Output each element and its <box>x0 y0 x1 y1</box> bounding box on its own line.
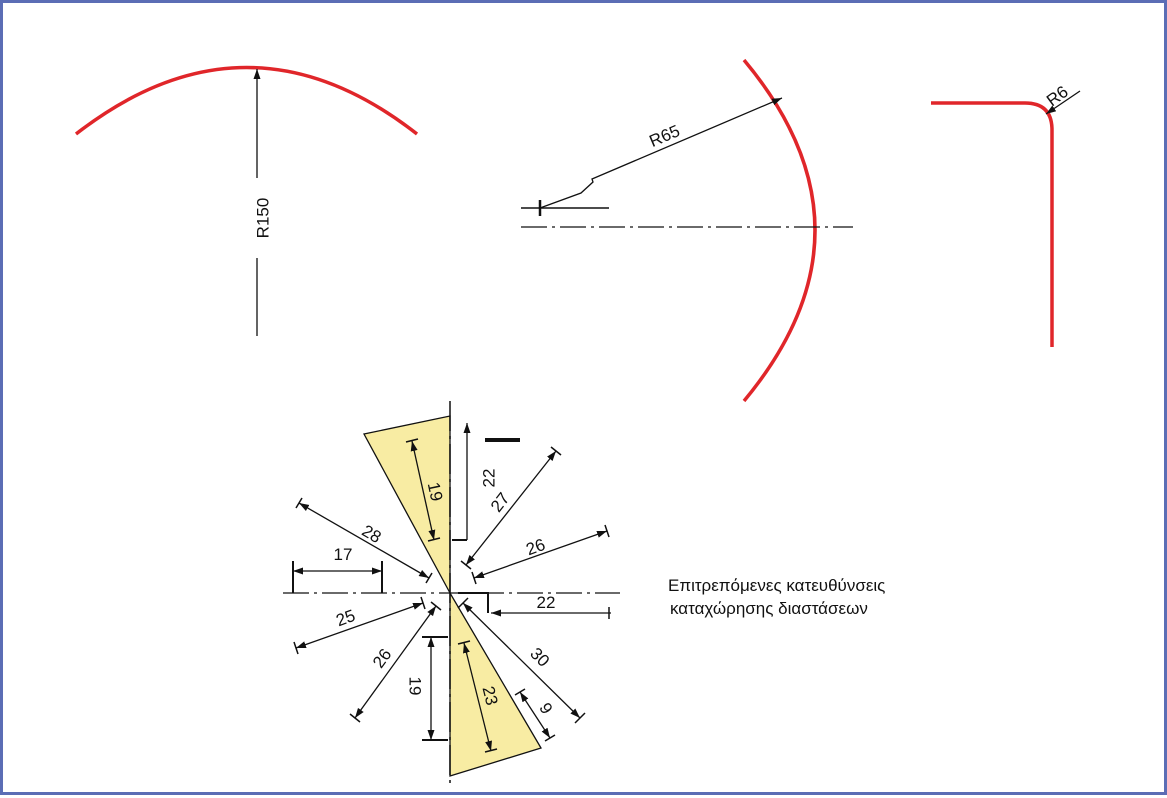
label-22-vertical: 22 <box>479 469 498 488</box>
tick <box>484 748 498 753</box>
tick <box>427 537 441 542</box>
caption-line-2: καταχώρησης διαστάσεων <box>670 599 868 618</box>
label-19-upper: 19 <box>424 481 447 503</box>
dim-line-28 <box>298 502 430 579</box>
dim-line-26-right <box>473 530 608 579</box>
small-radius-label: R6 <box>1043 82 1072 110</box>
tick <box>293 641 299 655</box>
large-radius-arc <box>74 65 419 136</box>
large-radius-label: R150 <box>253 198 272 239</box>
tick <box>457 640 471 645</box>
dim-line-30 <box>462 602 581 719</box>
jogged-radius-leader <box>539 97 783 209</box>
medium-radius-example: R65 <box>521 58 853 403</box>
dim-line-9 <box>519 691 551 739</box>
tick <box>550 446 562 456</box>
label-26-right: 26 <box>524 535 548 559</box>
label-17: 17 <box>334 545 353 564</box>
tick <box>430 601 442 611</box>
small-radius-corner <box>931 101 1054 347</box>
tick <box>544 734 556 742</box>
large-radius-example: R150 <box>74 65 419 336</box>
tick <box>425 572 433 584</box>
tick <box>349 713 361 723</box>
label-30: 30 <box>526 644 553 671</box>
tick <box>574 712 586 724</box>
label-19-lower: 19 <box>406 677 425 696</box>
tick <box>604 524 610 538</box>
dim-line-25 <box>295 602 424 649</box>
dim-line-19-upper <box>410 440 436 541</box>
tick <box>514 688 526 696</box>
dim-line-26-left <box>354 605 437 719</box>
label-27: 27 <box>487 489 514 516</box>
tick <box>405 438 419 443</box>
label-28: 28 <box>359 521 385 547</box>
small-radius-example: R6 <box>931 82 1081 347</box>
caption-line-1: Επιτρεπόμενες κατευθύνσεις <box>668 576 885 595</box>
dimensioning-diagram: R150 R65 R6 19 22 27 <box>74 58 1081 785</box>
tick <box>457 597 469 609</box>
dim-line-23 <box>463 642 492 752</box>
label-9: 9 <box>535 699 556 717</box>
tick <box>460 560 472 570</box>
forbidden-zone-upper <box>363 415 451 594</box>
label-25: 25 <box>334 606 358 630</box>
label-22-horizontal: 22 <box>537 593 556 612</box>
tick <box>471 571 477 585</box>
medium-radius-arc <box>742 58 817 403</box>
label-23: 23 <box>478 684 501 707</box>
medium-radius-label: R65 <box>647 121 683 151</box>
small-radius-leader <box>1045 90 1081 115</box>
direction-chart: 19 22 27 28 26 17 22 25 <box>283 401 620 785</box>
tick <box>295 497 303 509</box>
